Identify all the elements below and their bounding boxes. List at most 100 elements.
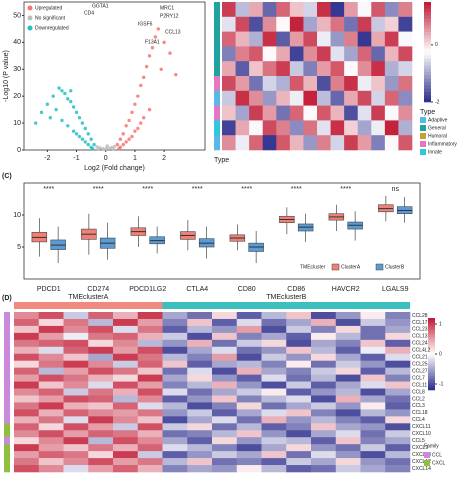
point	[139, 83, 143, 88]
family-annotation	[4, 332, 10, 341]
point	[150, 46, 155, 50]
heat-cell	[63, 388, 89, 396]
heat-cell	[137, 465, 163, 473]
point	[54, 107, 58, 112]
colorbar-segment	[424, 85, 431, 89]
heat-cell	[360, 451, 386, 459]
heat-cell	[187, 374, 213, 382]
heat-cell	[137, 360, 163, 368]
heat-cell	[187, 346, 213, 355]
heat-cell	[235, 16, 250, 32]
heat-cell	[360, 346, 386, 355]
colorbar-tick-label: 1	[439, 321, 442, 327]
heat-cell	[385, 430, 411, 438]
heat-cell	[261, 444, 287, 452]
heat-cell	[137, 409, 163, 417]
heat-cell	[357, 135, 372, 151]
heat-cell	[286, 409, 312, 417]
heat-cell	[38, 381, 64, 389]
heat-cell	[276, 135, 291, 151]
heat-cell	[187, 332, 213, 341]
heat-cell	[236, 325, 262, 334]
colorbar-segment	[424, 78, 431, 83]
legend-title: Type	[420, 109, 435, 116]
heat-cell	[113, 451, 139, 459]
heat-cell	[317, 120, 331, 136]
heat-cell	[63, 381, 89, 389]
point	[139, 121, 143, 125]
heat-cell	[222, 76, 236, 92]
heat-cell	[113, 423, 139, 431]
heat-cell	[212, 458, 238, 466]
heat-cell	[261, 325, 287, 334]
heat-cell	[212, 367, 238, 375]
heat-cell	[335, 318, 361, 327]
heat-cell	[38, 353, 64, 361]
family-annotation	[4, 339, 10, 348]
heat-cell	[344, 135, 359, 151]
heat-cell	[63, 437, 89, 445]
colorbar-segment	[428, 366, 435, 369]
heat-cell	[187, 312, 213, 320]
heat-cell	[137, 458, 163, 466]
heat-cell	[14, 444, 40, 452]
heat-cell	[187, 388, 213, 396]
heat-cell	[38, 339, 64, 348]
heat-cell	[222, 105, 236, 121]
heat-cell	[311, 374, 337, 382]
point	[133, 102, 137, 106]
point	[77, 134, 82, 139]
heat-cell	[360, 416, 386, 424]
colorbar-segment	[424, 65, 431, 69]
heat-cell	[222, 120, 236, 136]
point	[117, 146, 121, 151]
heat-cell	[235, 76, 250, 92]
row-label: CXCL10	[412, 431, 431, 437]
heat-cell	[137, 381, 163, 389]
heat-cell	[187, 339, 213, 348]
heat-cell	[262, 2, 277, 18]
heat-cell	[38, 416, 64, 424]
legend-label: Humoral	[428, 133, 447, 139]
heat-cell	[276, 61, 291, 77]
heat-cell	[137, 423, 163, 431]
point	[130, 110, 134, 115]
x-tick-label: -2	[44, 155, 50, 162]
point	[60, 89, 64, 93]
heat-cell	[335, 458, 361, 466]
point	[147, 107, 152, 112]
heat-cell	[88, 437, 114, 445]
heat-cell	[14, 325, 40, 334]
heat-cell	[371, 135, 386, 151]
heat-cell	[385, 381, 411, 389]
colorbar-segment	[424, 32, 431, 36]
heat-cell	[317, 90, 331, 106]
heat-cell	[384, 61, 399, 77]
heat-cell	[385, 325, 411, 334]
row-label: CCL13	[412, 334, 428, 340]
x-tick-label: 2	[162, 155, 166, 162]
heat-cell	[286, 374, 312, 382]
x-tick-label: HAVCR2	[332, 286, 360, 293]
heat-cell	[63, 423, 89, 431]
heat-cell	[335, 416, 361, 424]
family-annotation	[4, 318, 10, 327]
heat-cell	[398, 61, 413, 77]
colorbar-segment	[428, 339, 435, 343]
heat-cell	[137, 402, 163, 410]
legend-label: ClusterA	[341, 264, 361, 270]
colorbar-tick-label: 0	[439, 351, 442, 357]
family-annotation	[4, 444, 10, 452]
heat-cell	[212, 430, 238, 438]
heat-cell	[384, 105, 399, 121]
heat-cell	[262, 16, 277, 32]
heat-cell	[162, 437, 188, 445]
heat-cell	[236, 409, 262, 417]
heat-cell	[235, 46, 250, 62]
heat-cell	[311, 458, 337, 466]
heat-cell	[371, 46, 386, 62]
colorbar-segment	[428, 346, 435, 350]
row-label: CCL18	[412, 410, 428, 416]
heat-cell	[88, 332, 114, 341]
heat-cell	[14, 312, 40, 320]
